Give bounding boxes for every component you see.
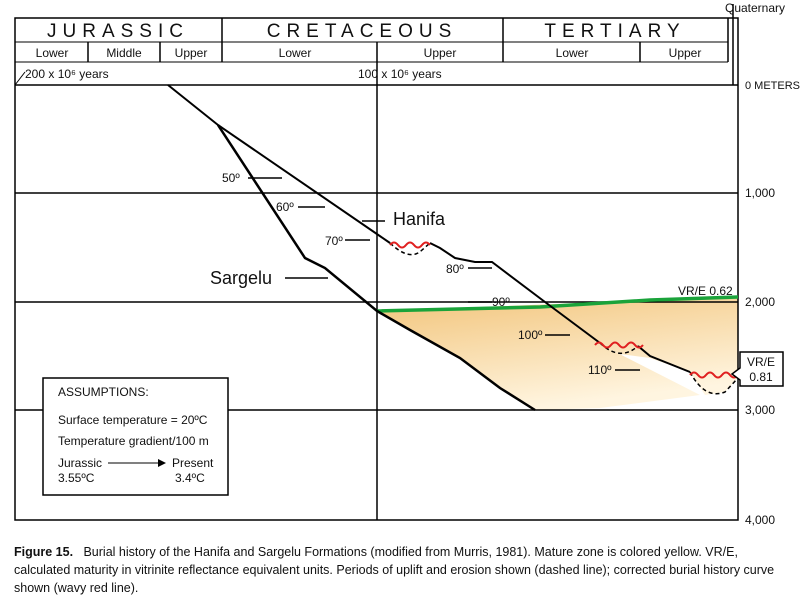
assumptions-to: Present [172,456,214,470]
isotherm: 80º [446,262,464,276]
hanifa-label: Hanifa [393,209,446,229]
assumptions-line: Temperature gradient/100 m [58,434,209,448]
depth-label: 2,000 [745,295,775,309]
vre-label: 0.81 [749,370,773,384]
time-label: 200 x 10⁶ years [25,67,109,81]
erosion-dashed [389,242,739,395]
subperiod: Lower [36,46,69,60]
isotherm: 110º [588,363,612,377]
isotherm: 90º [492,295,510,309]
figure: JURASSIC CRETACEOUS TERTIARY Quaternary … [14,1,800,527]
subperiod: Upper [175,46,208,60]
caption: Figure 15. Burial history of the Hanifa … [14,543,786,597]
subperiod: Upper [424,46,457,60]
mature-zone [377,297,738,410]
wavy-curve [594,341,644,349]
vre-line [376,295,739,313]
time-label: 100 x 10⁶ years [358,67,442,81]
wavy-curve [689,371,739,379]
depth-label: 3,000 [745,403,775,417]
caption-text: Burial history of the Hanifa and Sargelu… [14,545,775,595]
period: JURASSIC [47,21,189,42]
isotherm: 70º [325,234,343,248]
sargelu-label: Sargelu [210,268,272,288]
depth-label: 4,000 [745,513,775,527]
subperiod: Lower [279,46,312,60]
wavy-curve [389,241,431,249]
assumptions-title: ASSUMPTIONS: [58,385,149,399]
tick [14,71,26,86]
isotherm-ticks [248,177,640,371]
vre-box [730,351,784,387]
quaternary: Quaternary [725,1,785,15]
subperiod: Lower [556,46,589,60]
depth-label: 1,000 [745,186,775,200]
depth-label: 0 METERS [745,80,800,92]
period: TERTIARY [544,21,685,42]
assumptions-to: 3.4ºC [175,471,205,485]
isotherm: 60º [276,200,294,214]
subperiod: Middle [106,46,142,60]
assumptions-from: 3.55ºC [58,471,95,485]
assumptions-box [42,377,229,496]
period: CRETACEOUS [267,21,458,42]
isotherm: 100º [518,328,543,342]
caption-label: Figure 15. [14,545,74,559]
subperiod: Upper [669,46,702,60]
isotherm: 50º [222,171,240,185]
vre-label: VR/E 0.62 [678,284,733,298]
arrow-head [158,459,166,467]
sargelu-curve [216,124,536,412]
vre-label: VR/E [747,355,775,369]
assumptions-line: Surface temperature = 20ºC [58,413,208,427]
assumptions-from: Jurassic [58,456,102,470]
